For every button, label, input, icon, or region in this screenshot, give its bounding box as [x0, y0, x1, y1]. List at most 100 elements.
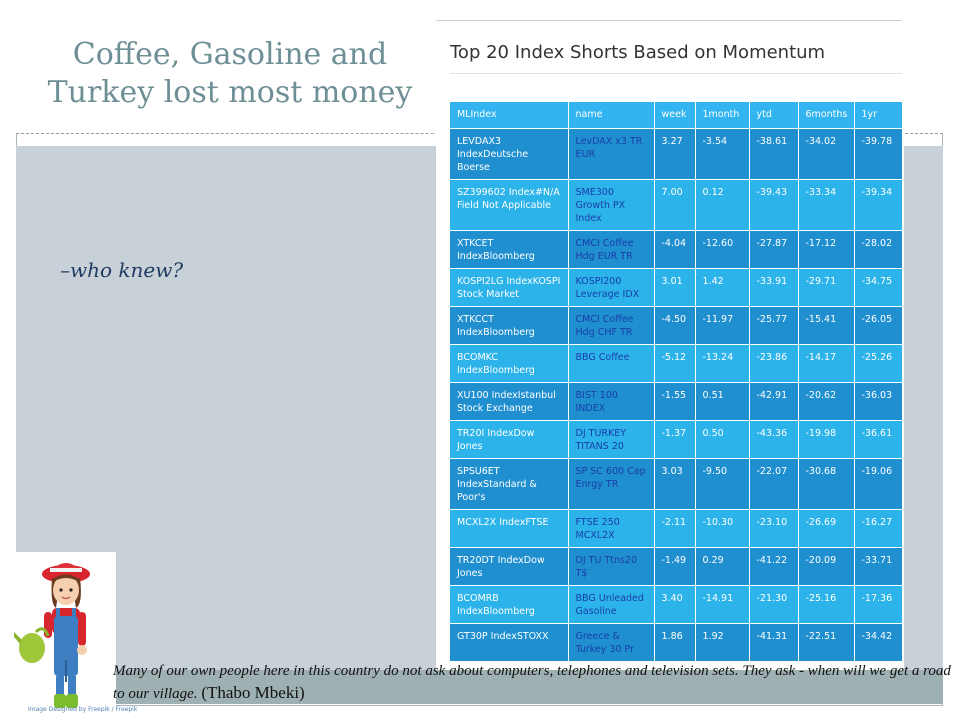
- table-row: BCOMKC IndexBloomberg BBG Coffee -5.12 -13.…: [450, 343, 902, 382]
- cell-name: Greece & Turkey 30 Pr: [567, 622, 654, 661]
- panel-divider: [436, 20, 902, 21]
- cell-1month: -11.97: [694, 305, 749, 344]
- table-header-row: MLIndex name week 1month ytd 6months 1yr: [450, 102, 902, 128]
- cell-1month: 0.50: [694, 419, 749, 458]
- cell-1yr: -39.34: [853, 178, 902, 230]
- cell-1yr: -17.36: [853, 584, 902, 623]
- cell-name: DJ TU Ttns20 T$: [567, 546, 654, 585]
- table-row: LEVDAX3 IndexDeutsche Boerse LevDAX x3 TR…: [450, 127, 902, 179]
- table-row: BCOMRB IndexBloomberg BBG Unleaded Gasoli…: [450, 584, 902, 623]
- cell-index: XTKCET IndexBloomberg: [450, 229, 568, 268]
- cell-index: LEVDAX3 IndexDeutsche Boerse: [450, 127, 568, 179]
- table-row: XTKCET IndexBloomberg CMCI Coffee Hdg EUR…: [450, 229, 902, 268]
- cell-6months: -20.09: [797, 546, 854, 585]
- cell-1yr: -26.05: [853, 305, 902, 344]
- cell-1month: -10.30: [694, 508, 749, 547]
- cell-1month: -12.60: [694, 229, 749, 268]
- cell-1month: 1.92: [694, 622, 749, 661]
- cell-1yr: -16.27: [853, 508, 902, 547]
- cell-ytd: -25.77: [748, 305, 798, 344]
- cell-1month: -9.50: [694, 457, 749, 509]
- cell-week: -5.12: [653, 343, 695, 382]
- cell-ytd: -21.30: [748, 584, 798, 623]
- cell-ytd: -41.31: [748, 622, 798, 661]
- panel-divider: [450, 73, 902, 74]
- index-shorts-table: MLIndex name week 1month ytd 6months 1yr LEVDA…: [450, 102, 902, 661]
- cell-6months: -30.68: [797, 457, 854, 509]
- table-row: XU100 IndexIstanbul Stock Exchange BIST 1…: [450, 381, 902, 420]
- cell-ytd: -41.22: [748, 546, 798, 585]
- cell-index: XTKCCT IndexBloomberg: [450, 305, 568, 344]
- cell-ytd: -38.61: [748, 127, 798, 179]
- quote-author: (Thabo Mbeki): [201, 683, 305, 702]
- cell-name: CMCI Coffee Hdg EUR TR: [567, 229, 654, 268]
- cell-index: BCOMKC IndexBloomberg: [450, 343, 568, 382]
- cell-6months: -22.51: [797, 622, 854, 661]
- cell-1month: 1.42: [694, 267, 749, 306]
- cell-1yr: -36.61: [853, 419, 902, 458]
- cell-week: -2.11: [653, 508, 695, 547]
- cell-name: DJ TURKEY TITANS 20: [567, 419, 654, 458]
- cell-6months: -15.41: [797, 305, 854, 344]
- cell-6months: -19.98: [797, 419, 854, 458]
- cell-1month: 0.51: [694, 381, 749, 420]
- cell-week: -4.04: [653, 229, 695, 268]
- cell-1month: 0.12: [694, 178, 749, 230]
- cell-1yr: -34.75: [853, 267, 902, 306]
- table-row: SPSU6ET IndexStandard & Poor's SP SC 600 …: [450, 457, 902, 509]
- cell-1yr: -25.26: [853, 343, 902, 382]
- table-row: KOSPI2LG IndexKOSPI Stock Market KOSPI200…: [450, 267, 902, 306]
- cell-1month: -3.54: [694, 127, 749, 179]
- table-title: Top 20 Index Shorts Based on Momentum: [450, 42, 826, 63]
- cell-6months: -14.17: [797, 343, 854, 382]
- cell-1yr: -39.78: [853, 127, 902, 179]
- cell-6months: -33.34: [797, 178, 854, 230]
- cell-week: -1.55: [653, 381, 695, 420]
- quote-body: Many of our own people here in this coun…: [113, 663, 951, 702]
- cell-index: XU100 IndexIstanbul Stock Exchange: [450, 381, 568, 420]
- cell-name: SME300 Growth PX Index: [567, 178, 654, 230]
- cell-1yr: -28.02: [853, 229, 902, 268]
- cell-week: 7.00: [653, 178, 695, 230]
- table-row: SZ399602 Index#N/A Field Not Applicable S…: [450, 178, 902, 230]
- cell-week: -1.37: [653, 419, 695, 458]
- cell-index: BCOMRB IndexBloomberg: [450, 584, 568, 623]
- cell-week: 1.86: [653, 622, 695, 661]
- cell-ytd: -23.10: [748, 508, 798, 547]
- column-header: ytd: [748, 102, 798, 128]
- cell-week: -4.50: [653, 305, 695, 344]
- cell-1month: -14.91: [694, 584, 749, 623]
- cell-6months: -26.69: [797, 508, 854, 547]
- cell-1yr: -19.06: [853, 457, 902, 509]
- cell-index: SPSU6ET IndexStandard & Poor's: [450, 457, 568, 509]
- cell-6months: -20.62: [797, 381, 854, 420]
- cell-6months: -34.02: [797, 127, 854, 179]
- cell-ytd: -22.07: [748, 457, 798, 509]
- cell-index: KOSPI2LG IndexKOSPI Stock Market: [450, 267, 568, 306]
- cell-1month: 0.29: [694, 546, 749, 585]
- cell-name: BIST 100 INDEX: [567, 381, 654, 420]
- cell-week: -1.49: [653, 546, 695, 585]
- column-header: MLIndex: [450, 102, 568, 128]
- bullet-text: –who knew?: [60, 258, 184, 282]
- cell-name: KOSPI200 Leverage IDX: [567, 267, 654, 306]
- column-header: 1yr: [853, 102, 902, 128]
- gardener-illustration: [10, 563, 90, 708]
- cell-name: FTSE 250 MCXL2X: [567, 508, 654, 547]
- cell-6months: -29.71: [797, 267, 854, 306]
- cell-week: 3.01: [653, 267, 695, 306]
- table-row: TR20I IndexDow Jones DJ TURKEY TITANS 20-…: [450, 419, 902, 458]
- cell-index: SZ399602 Index#N/A Field Not Applicable: [450, 178, 568, 230]
- cell-index: TR20DT IndexDow Jones: [450, 546, 568, 585]
- cell-ytd: -42.91: [748, 381, 798, 420]
- cell-6months: -25.16: [797, 584, 854, 623]
- cell-week: 3.03: [653, 457, 695, 509]
- cell-ytd: -33.91: [748, 267, 798, 306]
- cell-ytd: -43.36: [748, 419, 798, 458]
- cell-name: CMCI Coffee Hdg CHF TR: [567, 305, 654, 344]
- slide-title: Coffee, Gasoline and Turkey lost most mo…: [47, 37, 413, 110]
- cell-name: BBG Coffee: [567, 343, 654, 382]
- cell-6months: -17.12: [797, 229, 854, 268]
- table-row: TR20DT IndexDow Jones DJ TU Ttns20 T$ -1.4…: [450, 546, 902, 585]
- column-header: week: [653, 102, 695, 128]
